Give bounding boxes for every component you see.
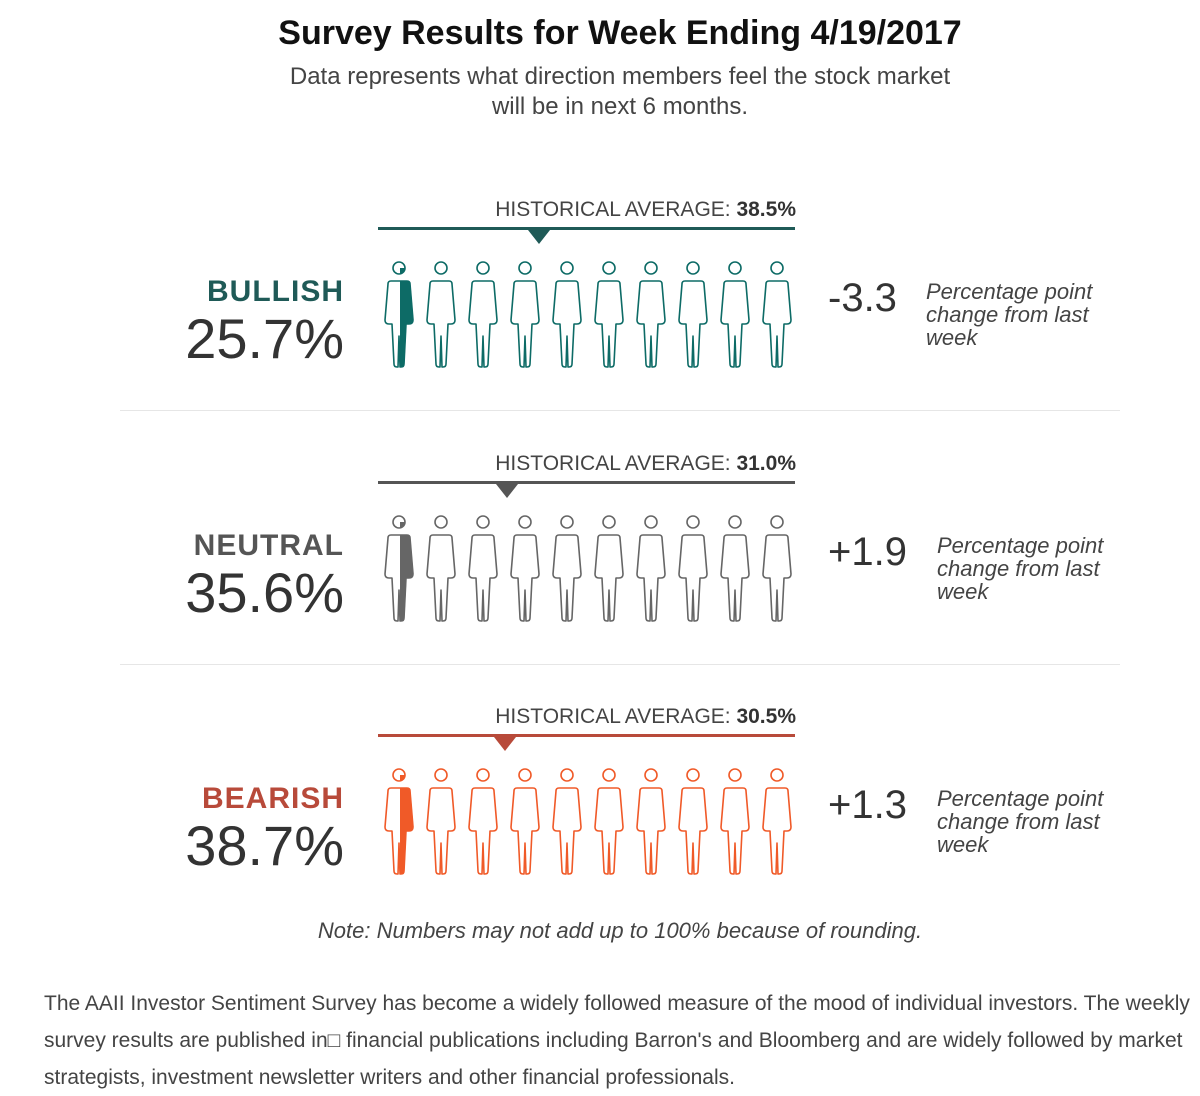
sentiment-row-bullish: HISTORICAL AVERAGE: 38.5% BULLISH 25.7% …	[0, 198, 1200, 428]
historical-average-marker	[496, 484, 519, 498]
sentiment-row-neutral: HISTORICAL AVERAGE: 31.0% NEUTRAL 35.6% …	[0, 452, 1200, 682]
person-icon	[510, 515, 540, 622]
historical-average-prefix: HISTORICAL AVERAGE:	[495, 705, 737, 728]
person-icon	[510, 768, 540, 875]
person-icon	[468, 768, 498, 875]
rounding-note: Note: Numbers may not add up to 100% bec…	[317, 918, 923, 943]
person-icon	[720, 515, 750, 622]
chart-subtitle: Data represents what direction members f…	[289, 63, 951, 120]
person-icon	[552, 515, 582, 622]
change-note: Percentage point change from last week	[937, 786, 1104, 857]
person-icon	[426, 261, 456, 368]
historical-average-marker	[527, 230, 550, 244]
change-value: +1.9	[828, 530, 907, 574]
person-icon	[762, 515, 792, 622]
row-divider	[120, 410, 1120, 411]
historical-average-value: 31.0%	[736, 452, 796, 475]
sentiment-label: BULLISH	[207, 275, 344, 308]
survey-description: The AAII Investor Sentiment Survey has b…	[44, 992, 1190, 1089]
person-icon	[720, 768, 750, 875]
person-icon	[384, 515, 414, 622]
person-icon	[384, 261, 414, 368]
historical-average-value: 30.5%	[736, 705, 796, 728]
person-icon	[762, 261, 792, 368]
person-icon	[594, 515, 624, 622]
sentiment-value: 38.7%	[185, 814, 344, 877]
chart-title: Survey Results for Week Ending 4/19/2017	[278, 14, 962, 52]
change-value: +1.3	[828, 783, 907, 827]
historical-average-line	[378, 734, 795, 737]
change-note: Percentage point change from last week	[926, 279, 1093, 350]
historical-average-prefix: HISTORICAL AVERAGE:	[495, 198, 737, 221]
person-icon	[552, 261, 582, 368]
sentiment-value: 35.6%	[185, 561, 344, 624]
historical-average-prefix: HISTORICAL AVERAGE:	[495, 452, 737, 475]
person-icon	[678, 515, 708, 622]
person-icon	[678, 261, 708, 368]
person-icon	[510, 261, 540, 368]
person-icon	[636, 261, 666, 368]
change-note: Percentage point change from last week	[937, 533, 1104, 604]
row-divider	[120, 664, 1120, 665]
change-value: -3.3	[828, 276, 897, 320]
person-icon	[720, 261, 750, 368]
person-icon-group	[384, 768, 792, 875]
sentiment-label: NEUTRAL	[193, 529, 344, 562]
person-icon	[552, 768, 582, 875]
person-icon	[594, 261, 624, 368]
person-icon	[636, 515, 666, 622]
person-icon	[384, 768, 414, 875]
person-icon	[468, 515, 498, 622]
sentiment-value: 25.7%	[185, 307, 344, 370]
person-icon	[426, 768, 456, 875]
historical-average-label: HISTORICAL AVERAGE: 30.5%	[378, 705, 796, 729]
person-icon	[426, 515, 456, 622]
historical-average-marker	[494, 737, 517, 751]
sentiment-row-bearish: HISTORICAL AVERAGE: 30.5% BEARISH 38.7% …	[0, 705, 1200, 935]
historical-average-line	[378, 227, 795, 230]
person-icon	[594, 768, 624, 875]
sentiment-label: BEARISH	[201, 782, 344, 815]
historical-average-value: 38.5%	[736, 198, 796, 221]
person-icon	[468, 261, 498, 368]
person-icon-group	[384, 261, 792, 368]
person-icon-group	[384, 515, 792, 622]
person-icon	[678, 768, 708, 875]
historical-average-label: HISTORICAL AVERAGE: 38.5%	[378, 198, 796, 222]
historical-average-line	[378, 481, 795, 484]
person-icon	[636, 768, 666, 875]
historical-average-label: HISTORICAL AVERAGE: 31.0%	[378, 452, 796, 476]
person-icon	[762, 768, 792, 875]
